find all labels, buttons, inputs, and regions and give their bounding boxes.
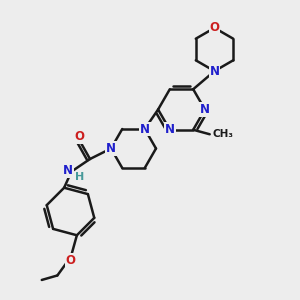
Text: H: H	[75, 172, 84, 182]
Text: N: N	[200, 103, 210, 116]
Text: O: O	[66, 254, 76, 267]
Text: N: N	[140, 122, 150, 136]
Text: CH₃: CH₃	[212, 129, 233, 139]
Text: N: N	[165, 123, 175, 136]
Text: O: O	[74, 130, 85, 143]
Text: N: N	[209, 64, 220, 78]
Text: N: N	[106, 142, 116, 155]
Text: N: N	[63, 164, 73, 178]
Text: O: O	[209, 21, 220, 34]
